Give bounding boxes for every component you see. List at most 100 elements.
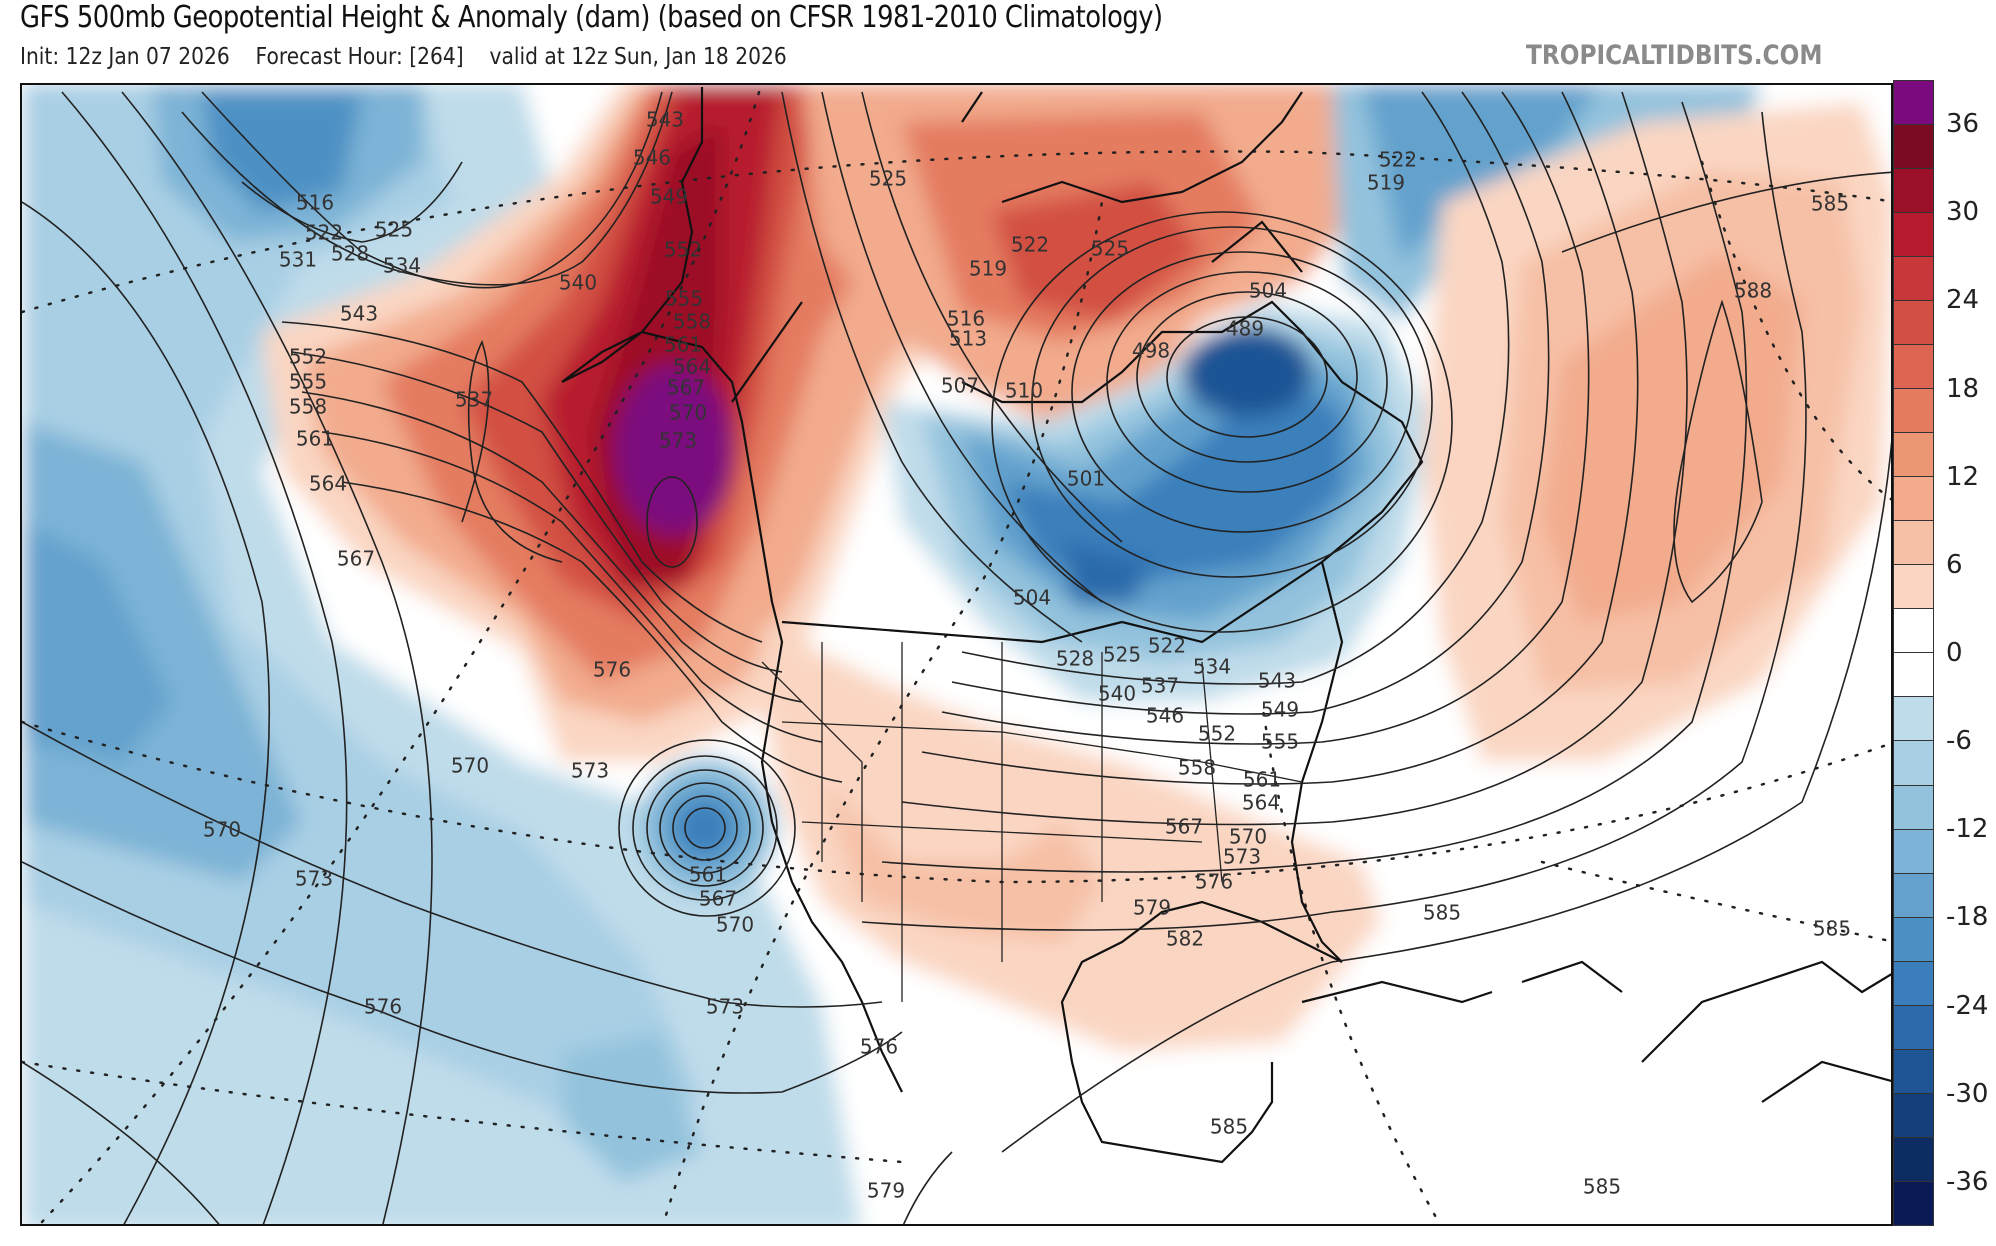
contour-label: 534 (1193, 655, 1231, 679)
contour-label: 558 (1178, 756, 1216, 780)
forecast-hour: Forecast Hour: [264] (255, 44, 464, 70)
contour-label: 540 (559, 271, 597, 295)
colorbar-bin (1894, 961, 1933, 1006)
contour-label: 570 (669, 401, 707, 425)
contour-label: 525 (1091, 237, 1129, 261)
colorbar-bin (1894, 785, 1933, 830)
contour-label: 579 (867, 1179, 905, 1203)
colorbar-bin (1894, 917, 1933, 962)
contour-label: 564 (673, 355, 711, 379)
init-time: Init: 12z Jan 07 2026 (20, 44, 230, 70)
contour-label: 567 (699, 887, 737, 911)
colorbar-bin (1894, 1137, 1933, 1182)
colorbar-bin (1894, 345, 1933, 390)
colorbar-tick-label: -6 (1946, 726, 1972, 757)
contour-label: 522 (1011, 233, 1049, 257)
contour-label: 522 (1148, 634, 1186, 658)
contour-label: 570 (1229, 825, 1267, 849)
colorbar-tick-label: -18 (1946, 902, 1989, 933)
colorbar-tick-label: 18 (1946, 373, 1980, 404)
contour-label: 588 (1734, 279, 1772, 303)
contour-label: 573 (706, 995, 744, 1019)
colorbar-tick-label: -24 (1946, 990, 1989, 1021)
contour-label: 540 (1098, 682, 1136, 706)
contour-label: 576 (1195, 870, 1233, 894)
contour-label: 549 (1261, 698, 1299, 722)
contour-label: 582 (1166, 927, 1204, 951)
contour-label: 519 (969, 257, 1007, 281)
contour-label: 525 (1103, 643, 1141, 667)
contour-label: 549 (650, 185, 688, 209)
colorbar-bin (1894, 477, 1933, 522)
contour-label: 564 (309, 472, 347, 496)
contour-label: 537 (1141, 674, 1179, 698)
colorbar-tick-label: 24 (1946, 285, 1980, 316)
contour-label: 570 (716, 913, 754, 937)
contour-label: 585 (1210, 1115, 1248, 1139)
contour-label: 558 (289, 395, 327, 419)
colorbar-bin (1894, 741, 1933, 786)
colorbar-bin (1894, 1005, 1933, 1050)
contour-label: 522 (305, 221, 343, 245)
colorbar-bin (1894, 1049, 1933, 1094)
colorbar-bin (1894, 1181, 1933, 1225)
contour-label: 516 (296, 191, 334, 215)
contour-label: 546 (1146, 704, 1184, 728)
contour-label: 531 (279, 248, 317, 272)
contour-label: 534 (383, 254, 421, 278)
contour-label: 585 (1813, 917, 1851, 941)
contour-label: 576 (593, 658, 631, 682)
contour-label: 555 (289, 370, 327, 394)
contour-label: 552 (664, 238, 702, 262)
contour-labels: 5435465495525405555585615645675705735165… (203, 108, 1851, 1203)
contour-label: 573 (1223, 845, 1261, 869)
contour-label: 552 (289, 345, 327, 369)
contour-label: 519 (1367, 171, 1405, 195)
colorbar-tick-label: 12 (1946, 461, 1980, 492)
colorbar-bin (1894, 389, 1933, 434)
map-subtitle: Init: 12z Jan 07 2026 Forecast Hour: [26… (20, 44, 806, 70)
contour-label: 504 (1249, 279, 1287, 303)
contour-label: 564 (1242, 791, 1280, 815)
contour-label: 516 (947, 307, 985, 331)
contour-label: 573 (659, 429, 697, 453)
contour-label: 555 (665, 287, 703, 311)
contour-label: 561 (689, 863, 727, 887)
valid-time: valid at 12z Sun, Jan 18 2026 (489, 44, 787, 70)
colorbar-tick-label: 36 (1946, 109, 1980, 140)
contour-label: 546 (633, 146, 671, 170)
colorbar-bin (1894, 213, 1933, 258)
colorbar-bin (1894, 125, 1933, 170)
contour-label: 585 (1423, 901, 1461, 925)
contour-label: 537 (455, 388, 493, 412)
colorbar-bin (1894, 1093, 1933, 1138)
contour-label: 504 (1013, 586, 1051, 610)
contour-label: 579 (1133, 896, 1171, 920)
contour-label: 543 (340, 302, 378, 326)
contour-label: 567 (337, 547, 375, 571)
contour-label: 543 (1258, 669, 1296, 693)
contour-label: 528 (1056, 647, 1094, 671)
colorbar-tick-label: 6 (1946, 549, 1963, 580)
graticule (22, 85, 1891, 1224)
colorbar-tick-label: 30 (1946, 197, 1980, 228)
contour-label: 576 (860, 1035, 898, 1059)
contour-label: 522 (1379, 148, 1417, 172)
contour-label: 585 (1811, 192, 1849, 216)
contour-label: 561 (1243, 768, 1281, 792)
colorbar-bin (1894, 697, 1933, 742)
contour-label: 555 (1261, 730, 1299, 754)
colorbar-bin (1894, 433, 1933, 478)
colorbar-bin (1894, 521, 1933, 566)
contour-label: 570 (203, 818, 241, 842)
contour-label: 561 (296, 427, 334, 451)
contour-label: 507 (941, 374, 979, 398)
contour-label: 510 (1005, 379, 1043, 403)
anomaly-fill (22, 85, 1891, 1224)
contour-label: 561 (664, 333, 702, 357)
colorbar-bin (1894, 829, 1933, 874)
state-borders (761, 642, 1303, 1002)
colorbar-bin (1894, 653, 1933, 698)
height-contours (22, 91, 1891, 1224)
brand-watermark: TROPICALTIDBITS.COM (1526, 40, 1823, 71)
